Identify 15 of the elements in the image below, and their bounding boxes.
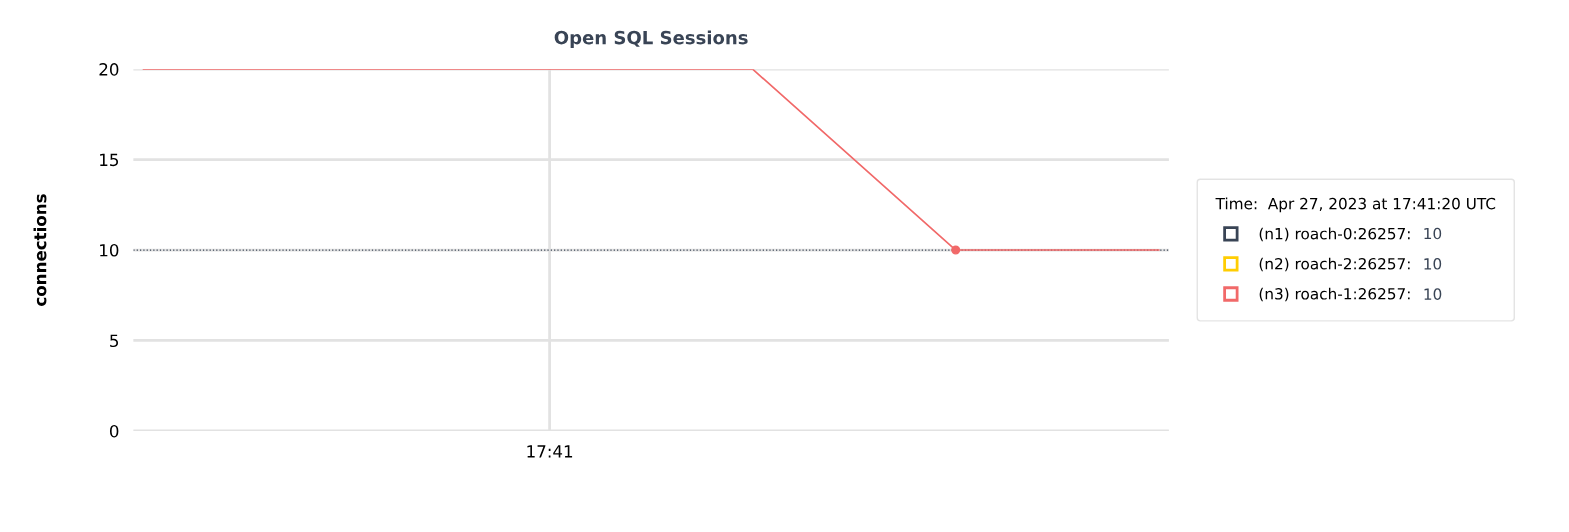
legend-label: (n1) roach-0:26257: [1259, 227, 1410, 242]
text: 10 [1424, 227, 1442, 240]
y-tick-label: 0 [109, 424, 119, 438]
text: 10 [1424, 258, 1442, 270]
y-tick-label: 10 [100, 244, 119, 257]
legend-label: (n3) roach-1:26257: [1259, 287, 1410, 302]
legend-title: Time: Apr 27, 2023 at 17:41:20 UTC [1215, 197, 1496, 213]
x-tick-label: 17:41 [527, 445, 573, 458]
y-tick-label: 20 [99, 63, 119, 76]
legend-label: (n2) roach-2:26257: [1259, 257, 1410, 272]
y-tick-label: 5 [110, 334, 119, 348]
y-tick-label: 15 [100, 153, 119, 167]
chart-title: Open SQL Sessions [554, 30, 748, 48]
text: 10 [1424, 288, 1442, 300]
y-axis-title: connections [33, 194, 47, 306]
